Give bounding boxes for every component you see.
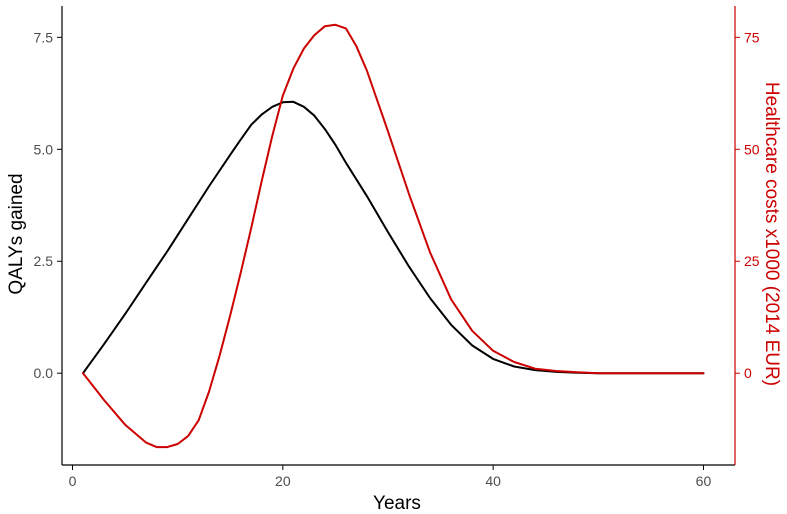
y-tick-label-left: 0.0 <box>34 365 54 381</box>
y-tick-label-right: 25 <box>744 253 760 269</box>
y-tick-label-left: 2.5 <box>34 253 54 269</box>
x-tick-label: 20 <box>275 473 291 489</box>
series-line-qalys <box>82 100 705 375</box>
y-tick-label-right: 0 <box>744 365 752 381</box>
lines-layer <box>82 23 705 449</box>
y-tick-label-right: 75 <box>744 29 760 45</box>
y-tick-label-left: 5.0 <box>34 141 54 157</box>
axes-layer: 0 20 40 60 0.0 2.5 5.0 7.5 0 25 50 75 <box>34 6 760 489</box>
y-tick-label-right: 50 <box>744 141 760 157</box>
x-tick-label: 40 <box>485 473 501 489</box>
y-axis-title-left: QALYs gained <box>6 173 27 294</box>
x-axis-title: Years <box>373 493 421 514</box>
x-tick-label: 60 <box>696 473 712 489</box>
y-tick-label-left: 7.5 <box>34 29 54 45</box>
x-tick-label: 0 <box>69 473 77 489</box>
series-line-costs <box>82 23 705 449</box>
y-axis-title-right: Healthcare costs x1000 (2014 EUR) <box>761 82 782 386</box>
